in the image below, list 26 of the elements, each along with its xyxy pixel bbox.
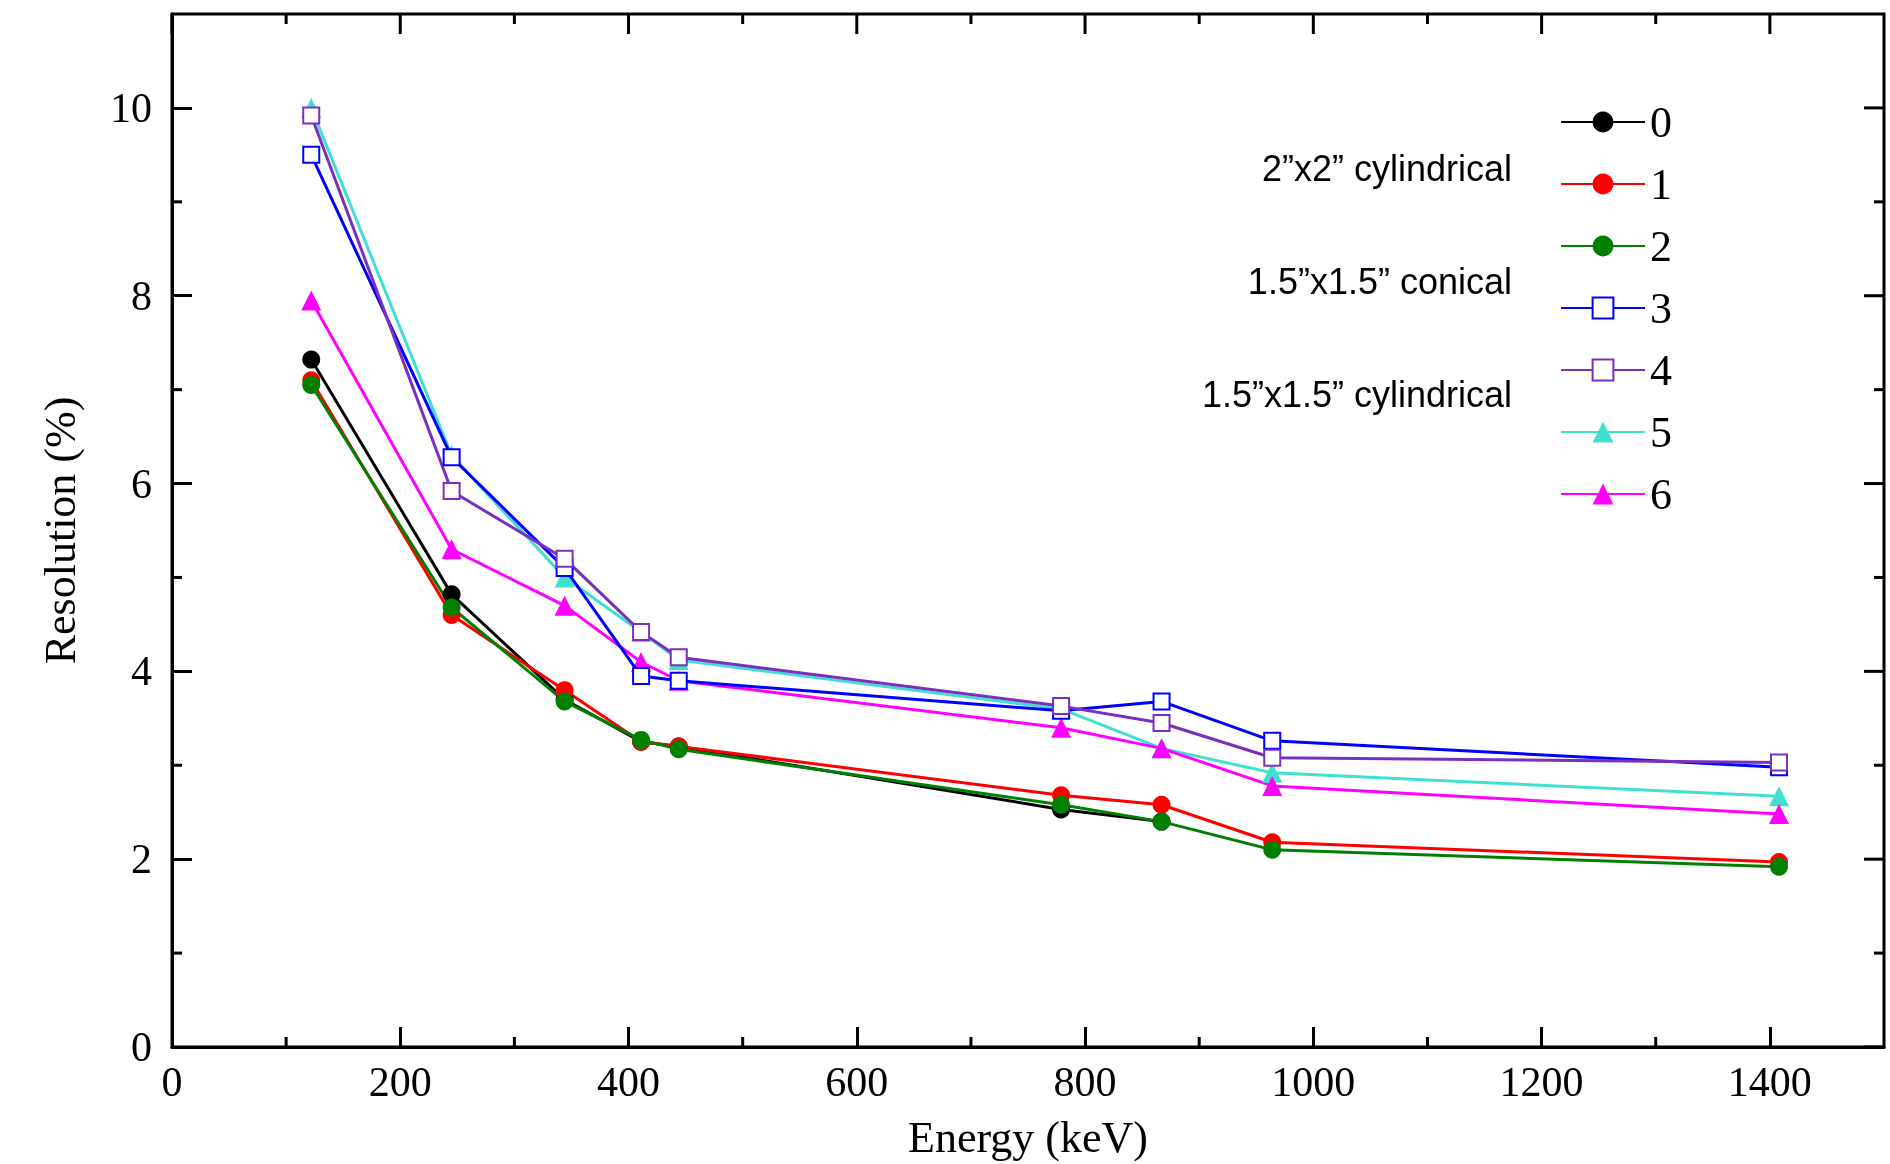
annotation: 1.5”x1.5” conical [1247, 260, 1512, 302]
y-tick-label: 2 [131, 836, 152, 883]
annotation: 2”x2” cylindrical [1261, 147, 1512, 189]
y-tick-label: 8 [131, 272, 152, 319]
legend-label: 5 [1650, 407, 1672, 457]
y-tick-label: 6 [131, 460, 152, 507]
x-tick-label: 1000 [1271, 1059, 1356, 1105]
x-tick-label: 200 [368, 1059, 432, 1105]
y-axis-title: Resolution (%) [35, 396, 85, 665]
legend-label: 1 [1650, 159, 1672, 209]
x-tick-label: 600 [825, 1059, 889, 1105]
legend-label: 3 [1650, 283, 1672, 333]
annotation: 1.5”x1.5” cylindrical [1201, 373, 1512, 415]
legend-label: 2 [1650, 221, 1672, 271]
legend-label: 4 [1650, 345, 1672, 395]
legend-label: 0 [1650, 97, 1672, 147]
x-tick-label: 400 [597, 1059, 661, 1105]
x-tick-label: 800 [1053, 1059, 1117, 1105]
legend-label: 6 [1650, 469, 1672, 519]
x-tick-label: 0 [161, 1059, 183, 1105]
x-axis-title: Energy (keV) [908, 1112, 1148, 1162]
x-tick-label: 1400 [1727, 1059, 1812, 1105]
x-tick-label: 1200 [1499, 1059, 1584, 1105]
y-tick-label: 4 [131, 648, 152, 695]
y-tick-label: 10 [110, 84, 152, 131]
y-tick-label: 0 [131, 1024, 152, 1070]
